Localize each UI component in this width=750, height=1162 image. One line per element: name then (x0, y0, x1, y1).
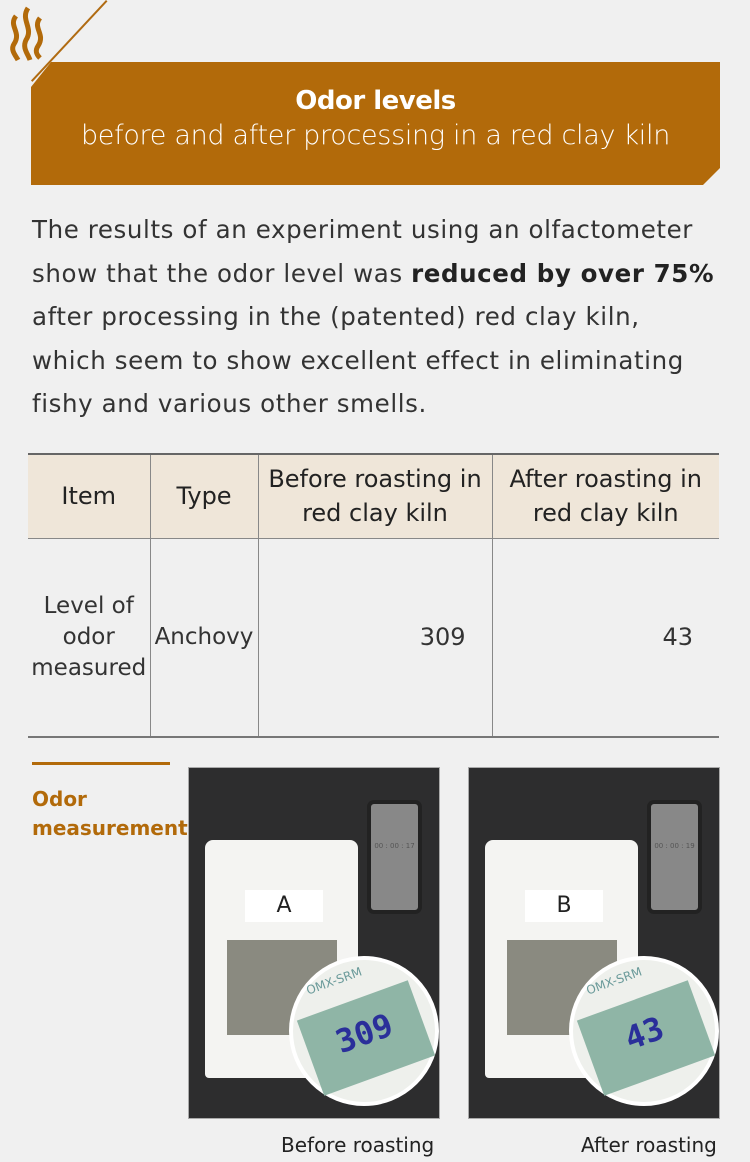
caption-before: Before roasting (281, 1133, 435, 1157)
header-after: After roasting in red clay kiln (491, 453, 719, 539)
cell-before: 309 (257, 538, 492, 738)
phone-timer: 00 : 00 : 19 (647, 800, 702, 914)
section-label: Odor measurement (32, 762, 188, 843)
section-divider (32, 762, 170, 765)
header-before: Before roasting in red clay kiln (257, 453, 492, 539)
header-type: Type (149, 453, 258, 539)
highlight-text: reduced by over 75% (411, 258, 715, 288)
photo-after: B 00 : 00 : 19 OMX-SRM 43 (468, 767, 720, 1119)
cell-item: Level of odor measured (28, 538, 150, 738)
meter-reading: 43 (576, 980, 716, 1096)
cell-after: 43 (491, 538, 719, 738)
table-row: Level of odor measured Anchovy 309 43 (28, 538, 719, 738)
odor-meter: OMX-SRM 309 (289, 956, 439, 1106)
caption-after: After roasting (581, 1133, 717, 1157)
title-banner: Odor levels before and after processing … (31, 62, 720, 185)
odor-table: Item Type Before roasting in red clay ki… (28, 453, 719, 738)
intro-paragraph: The results of an experiment using an ol… (32, 215, 715, 418)
photo-before: A 00 : 00 : 17 OMX-SRM 309 (188, 767, 440, 1119)
meter-reading: 309 (296, 980, 436, 1096)
steam-odor-icon (10, 6, 44, 62)
page-title: Odor levels (295, 86, 456, 116)
header-item: Item (28, 453, 150, 539)
cell-type: Anchovy (149, 538, 258, 738)
page-subtitle: before and after processing in a red cla… (80, 120, 671, 151)
phone-timer: 00 : 00 : 17 (367, 800, 422, 914)
odor-meter: OMX-SRM 43 (569, 956, 719, 1106)
